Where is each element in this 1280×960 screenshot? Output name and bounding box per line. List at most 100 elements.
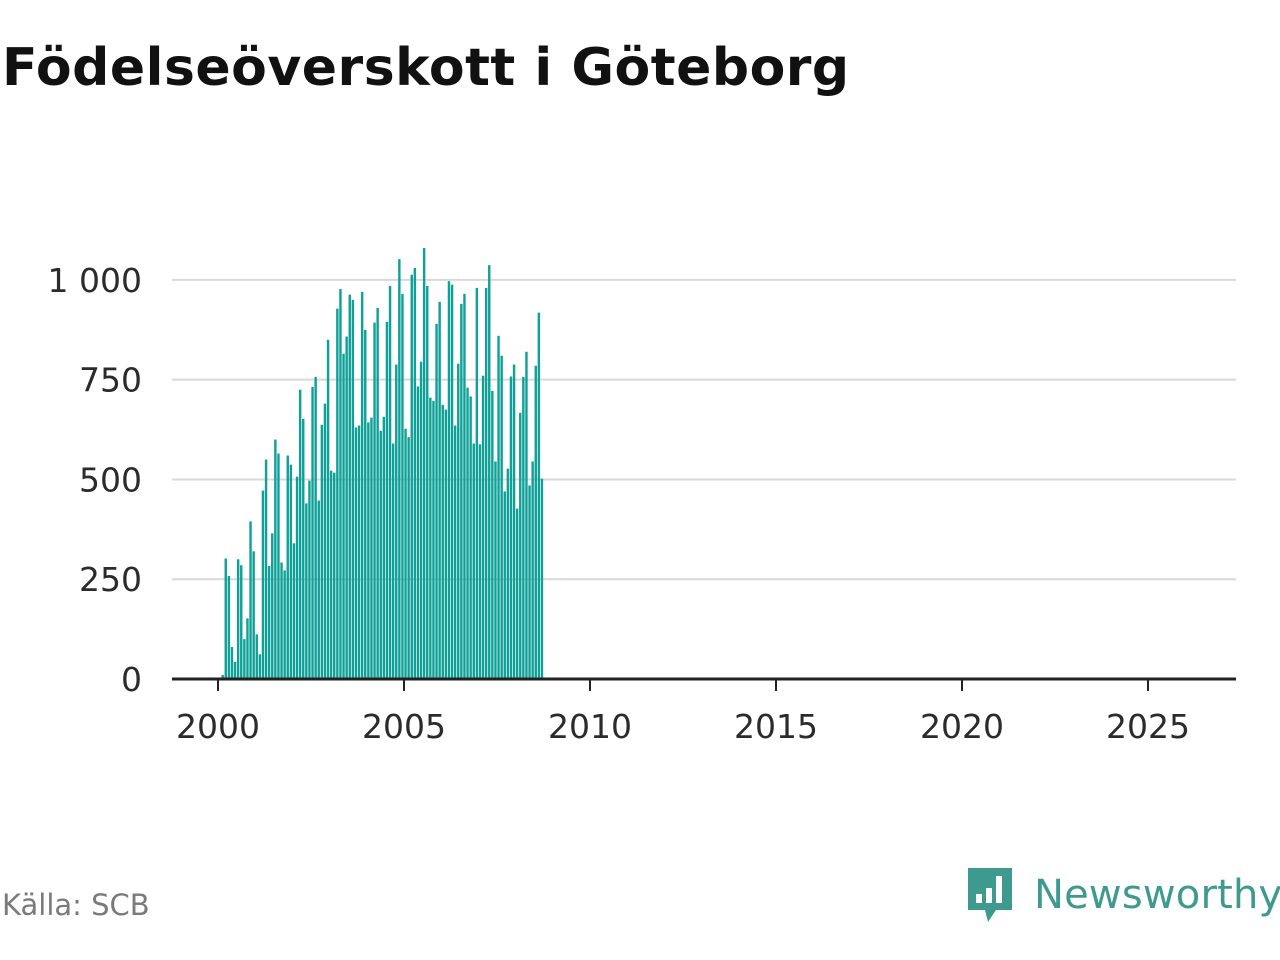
bar [292,543,296,679]
y-tick-label: 500 [79,460,142,499]
x-tick-label: 2015 [734,707,818,746]
bar [286,455,289,679]
bar [320,424,324,679]
x-tick-label: 2025 [1106,707,1190,746]
bar [435,323,438,679]
bar [494,461,497,679]
bar [326,339,330,679]
bar [243,639,246,679]
bar [311,386,314,679]
bar [373,322,376,679]
bar [497,335,500,679]
bar-series [221,247,544,680]
bar [342,353,345,679]
brand[interactable]: Newsworthy [964,864,1280,926]
x-tick-label: 2000 [176,707,260,746]
x-tick-label: 2005 [362,707,446,746]
bar [391,443,395,679]
bar [463,293,466,679]
bar [419,361,423,679]
y-tick-label: 750 [79,361,142,400]
bar-chart: 0 250 500 750 1 000 2000 2005 2010 2015 2020 2025 [48,247,1236,746]
x-tick-label: 2010 [548,707,632,746]
bar [503,491,506,679]
bar [515,508,519,679]
bar [252,551,255,679]
bar [271,533,274,679]
bar [367,422,370,679]
bar [491,390,494,679]
bar [531,461,534,679]
bar [422,247,426,680]
bar [401,293,404,679]
bar [466,387,469,679]
bar [522,376,525,679]
bar [236,559,240,679]
bar [460,303,463,679]
bar [453,425,457,679]
y-tick-label: 0 [121,660,142,699]
bar [429,397,432,679]
bar [410,274,413,679]
bar [509,376,513,679]
bar [333,472,336,679]
bar [277,453,280,679]
bar [432,400,435,679]
bar [305,503,308,679]
bar [308,480,311,679]
bar [289,464,293,679]
bar [360,291,364,679]
bar [370,417,373,679]
bar [345,336,348,679]
y-axis-labels: 0 250 500 750 1 000 [48,261,142,699]
x-tick-label: 2020 [920,707,1004,746]
y-tick-label: 1 000 [48,261,142,300]
bar [385,321,389,679]
bar [376,307,379,679]
bar [221,675,224,679]
bar [283,570,286,679]
bar [267,566,271,679]
bar [329,470,333,679]
bar [379,430,382,679]
bar [336,308,339,679]
chart-title: Födelseöverskott i Göteborg [2,38,850,98]
bar [540,478,544,679]
bar [357,425,361,679]
bar [302,418,305,679]
bar [233,661,237,679]
y-tick-label: 250 [79,560,142,599]
bar [351,299,355,679]
bar [264,459,268,679]
bar [354,427,358,679]
bar [249,521,252,679]
bar [382,416,386,679]
bar [447,281,451,679]
bar [246,618,249,679]
newsworthy-logo-icon [968,868,1012,922]
bar [404,428,407,679]
bar [534,365,537,679]
bar [317,500,320,679]
bar [255,634,258,679]
bar [537,312,541,679]
bar [525,351,528,679]
bar [240,565,243,679]
bar [506,468,510,679]
bar [481,375,485,679]
bar [258,654,262,679]
bar [457,363,460,679]
bar [348,294,351,679]
bar [388,285,392,679]
bar [438,301,441,679]
bar [472,443,475,679]
bar [295,476,299,679]
bar [450,284,454,679]
x-axis-ticks [217,679,1149,691]
bar [314,376,317,679]
bar [224,558,227,679]
bar [398,259,401,679]
bar [339,289,342,679]
bar [298,389,302,679]
bar [488,265,491,679]
